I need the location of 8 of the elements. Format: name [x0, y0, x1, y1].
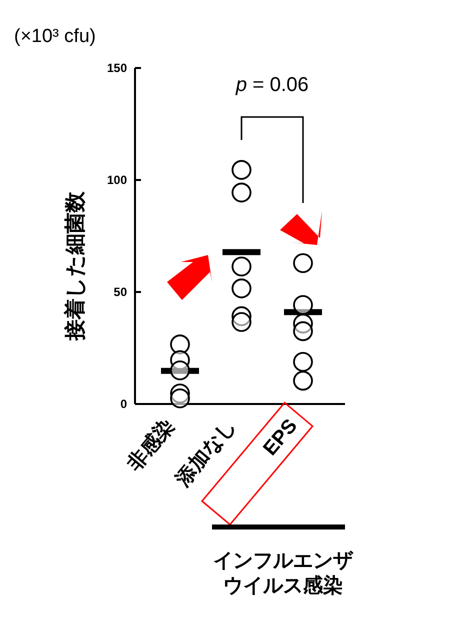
- y-axis-title: 接着した細菌数: [63, 190, 87, 342]
- y-tick-label: 150: [106, 61, 128, 75]
- y-tick-label: 0: [120, 397, 128, 411]
- y-tick-label: 50: [114, 285, 128, 299]
- y-tick-label: 100: [106, 173, 128, 187]
- text: インフルエンザウイルス感染: [213, 550, 354, 597]
- text: (×10³ cfu): [14, 26, 96, 47]
- annotation: p = 0.06: [234, 74, 309, 96]
